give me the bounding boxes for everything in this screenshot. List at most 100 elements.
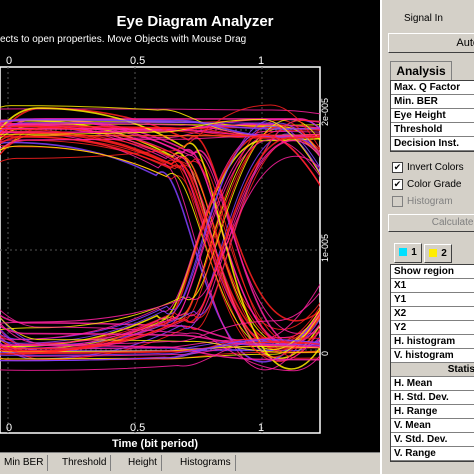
stats-item-v-mean[interactable]: V. Mean bbox=[391, 419, 474, 433]
eye-trace bbox=[0, 118, 320, 156]
eye-trace bbox=[0, 118, 320, 346]
eye-trace bbox=[0, 133, 320, 137]
region-item-y2[interactable]: Y2 bbox=[391, 321, 474, 335]
eye-trace bbox=[0, 309, 320, 372]
eye-trace bbox=[0, 132, 320, 346]
tab-height[interactable]: Height bbox=[124, 455, 162, 471]
histogram-checkbox[interactable]: Histogram bbox=[392, 196, 453, 207]
eye-trace bbox=[0, 122, 320, 138]
eye-trace bbox=[0, 127, 320, 187]
trace-tab-2-label: 2 bbox=[441, 248, 447, 259]
analysis-item-max-q[interactable]: Max. Q Factor bbox=[391, 81, 474, 95]
eye-trace bbox=[0, 310, 320, 354]
eye-trace bbox=[0, 130, 320, 341]
y-tick-2e-005: 2e-005 bbox=[320, 97, 330, 126]
eye-trace bbox=[0, 130, 320, 351]
eye-trace bbox=[0, 136, 320, 352]
eye-trace bbox=[0, 118, 320, 131]
eye-trace bbox=[0, 122, 320, 175]
invert-colors-checkbox[interactable]: ✔ Invert Colors bbox=[392, 162, 464, 173]
stats-item-h-mean[interactable]: H. Mean bbox=[391, 377, 474, 391]
tab-min-ber[interactable]: Min BER bbox=[0, 455, 49, 471]
trace-tab-2[interactable]: 2 bbox=[424, 244, 452, 263]
analysis-item-decision-inst[interactable]: Decision Inst. bbox=[391, 137, 474, 151]
checkbox-checked-icon: ✔ bbox=[392, 162, 403, 173]
eye-trace bbox=[0, 126, 320, 345]
eye-traces bbox=[0, 104, 320, 372]
eye-trace bbox=[0, 118, 320, 176]
plot-frame bbox=[0, 66, 321, 434]
region-item-h-histogram[interactable]: H. histogram bbox=[391, 335, 474, 349]
analysis-item-min-ber[interactable]: Min. BER bbox=[391, 95, 474, 109]
eye-trace bbox=[0, 131, 320, 371]
eye-trace bbox=[0, 135, 320, 349]
analysis-item-threshold[interactable]: Threshold bbox=[391, 123, 474, 137]
stats-item-h-range[interactable]: H. Range bbox=[391, 405, 474, 419]
eye-trace bbox=[0, 312, 320, 371]
tab-histograms[interactable]: Histograms bbox=[176, 455, 236, 471]
eye-trace bbox=[0, 122, 320, 158]
region-item-x2[interactable]: X2 bbox=[391, 307, 474, 321]
eye-trace bbox=[0, 305, 320, 354]
eye-trace bbox=[0, 312, 320, 360]
eye-trace bbox=[0, 132, 320, 345]
eye-trace bbox=[0, 291, 320, 346]
region-item-show-region[interactable]: Show region bbox=[391, 265, 474, 279]
side-panel: Signal In Auto Analysis Max. Q Factor Mi… bbox=[380, 0, 474, 474]
calculate-button[interactable]: Calculate I bbox=[388, 214, 474, 232]
eye-trace bbox=[0, 343, 320, 356]
eye-trace bbox=[0, 125, 320, 344]
eye-trace bbox=[0, 119, 320, 349]
y-tick-0: 0 bbox=[320, 350, 330, 356]
region-item-v-histogram[interactable]: V. histogram bbox=[391, 349, 474, 363]
eye-trace bbox=[0, 344, 320, 361]
tab-threshold[interactable]: Threshold bbox=[58, 455, 112, 471]
eye-trace bbox=[0, 141, 320, 363]
y-tick-1e-005: 1e-005 bbox=[320, 233, 330, 262]
x-tick-top-1: 1 bbox=[258, 55, 265, 67]
region-item-x1[interactable]: X1 bbox=[391, 279, 474, 293]
region-list: Show region X1 Y1 X2 Y2 H. histogram V. … bbox=[390, 264, 474, 462]
eye-trace bbox=[0, 118, 320, 133]
window-title: Eye Diagram Analyzer bbox=[116, 13, 274, 30]
stats-item-v-range[interactable]: V. Range bbox=[391, 447, 474, 461]
stats-item-h-std-dev[interactable]: H. Std. Dev. bbox=[391, 391, 474, 405]
eye-trace bbox=[0, 145, 320, 351]
auto-button[interactable]: Auto bbox=[388, 33, 474, 53]
eye-trace bbox=[0, 139, 320, 344]
checkbox-checked-icon: ✔ bbox=[392, 179, 403, 190]
bottom-tab-bar: Min BER Threshold Height Histograms bbox=[0, 452, 380, 474]
x-tick-bottom-0: 0 bbox=[6, 422, 13, 434]
eye-trace bbox=[0, 345, 320, 353]
trace-1-swatch-icon bbox=[399, 248, 408, 257]
x-tick-top-05: 0.5 bbox=[130, 55, 146, 67]
stats-item-v-std-dev[interactable]: V. Std. Dev. bbox=[391, 433, 474, 447]
signal-input-label: Signal In bbox=[404, 13, 443, 24]
tab-analysis[interactable]: Analysis bbox=[390, 61, 452, 80]
eye-diagram-plot[interactable] bbox=[0, 0, 380, 452]
eye-trace bbox=[0, 119, 320, 346]
eye-plot-window[interactable]: Eye Diagram Analyzer ects to open proper… bbox=[0, 0, 380, 474]
eye-trace bbox=[0, 133, 320, 150]
eye-trace bbox=[0, 126, 320, 155]
eye-trace bbox=[0, 338, 320, 362]
eye-trace bbox=[0, 133, 320, 360]
x-axis-label: Time (bit period) bbox=[112, 438, 198, 450]
eye-trace bbox=[0, 119, 320, 331]
eye-trace bbox=[0, 137, 320, 360]
region-item-y1[interactable]: Y1 bbox=[391, 293, 474, 307]
trace-2-swatch-icon bbox=[429, 249, 438, 258]
eye-trace bbox=[0, 107, 320, 370]
x-tick-bottom-05: 0.5 bbox=[130, 422, 146, 434]
color-grade-checkbox[interactable]: ✔ Color Grade bbox=[392, 179, 461, 190]
stats-header: Statis bbox=[391, 363, 474, 377]
analysis-item-eye-height[interactable]: Eye Height bbox=[391, 109, 474, 123]
invert-colors-label: Invert Colors bbox=[407, 162, 464, 174]
x-tick-bottom-1: 1 bbox=[258, 422, 265, 434]
eye-trace bbox=[0, 108, 320, 115]
trace-tab-1-label: 1 bbox=[411, 247, 417, 258]
eye-trace bbox=[0, 107, 320, 322]
eye-trace bbox=[0, 155, 320, 324]
eye-trace bbox=[0, 313, 320, 346]
trace-tab-1[interactable]: 1 bbox=[394, 243, 422, 263]
